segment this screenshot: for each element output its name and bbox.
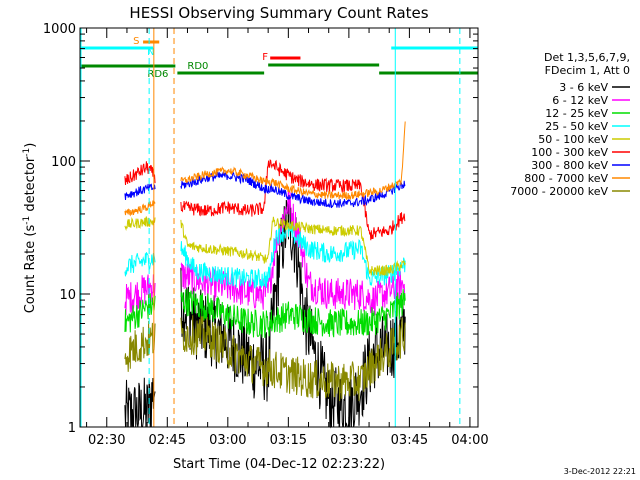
legend-label: 300 - 800 keV: [531, 159, 608, 172]
date-stamp: 3-Dec-2012 22:21: [564, 467, 636, 476]
y-tick-label: 1000: [43, 22, 76, 37]
x-tick-label: 03:15: [270, 433, 307, 448]
legend-label: 100 - 300 keV: [531, 146, 608, 159]
flag-label-rd6: RD6: [147, 69, 168, 80]
legend-label: 7000 - 20000 keV: [510, 185, 608, 198]
x-tick-label: 02:45: [149, 433, 186, 448]
legend-label: 800 - 7000 keV: [524, 172, 608, 185]
flag-label-night: N: [147, 47, 154, 58]
series-line-8: [124, 121, 406, 217]
y-tick-label: 100: [51, 155, 76, 170]
legend-label: 25 - 50 keV: [545, 120, 608, 133]
series-line-3: [124, 289, 406, 338]
chart-title: HESSI Observing Summary Count Rates: [129, 4, 428, 22]
legend-label: 50 - 100 keV: [538, 133, 608, 146]
flag-label-flare: F: [262, 52, 268, 63]
series-line-9: [124, 315, 406, 402]
legend-header: FDecim 1, Att 0: [545, 64, 630, 77]
x-tick-label: 03:30: [330, 433, 367, 448]
x-tick-label: 03:00: [209, 433, 246, 448]
series-line-1: [124, 195, 406, 429]
series-line-5: [124, 216, 406, 277]
legend-label: 3 - 6 keV: [559, 81, 608, 94]
flag-label-saa: S: [133, 36, 139, 47]
legend: Det 1,3,5,6,7,9,FDecim 1, Att 0 3 - 6 keV…: [510, 51, 630, 198]
plot-frame: [79, 27, 479, 428]
series-line-2: [124, 188, 406, 316]
legend-label: 12 - 25 keV: [545, 107, 608, 120]
series-line-7: [124, 171, 406, 209]
x-tick-label: 03:45: [391, 433, 428, 448]
y-axis-label: Count Rate (s-1 detector-1): [22, 143, 38, 314]
x-tick-label: 02:30: [88, 433, 125, 448]
legend-header: Det 1,3,5,6,7,9,: [544, 51, 630, 64]
y-tick-label: 10: [59, 288, 76, 303]
y-tick-label: 1: [68, 421, 76, 436]
flag-label-rd0: RD0: [187, 61, 208, 72]
x-axis-label: Start Time (04-Dec-12 02:23:22): [173, 457, 385, 472]
x-tick-label: 04:00: [451, 433, 488, 448]
series-line-6: [124, 159, 406, 241]
legend-label: 6 - 12 keV: [552, 94, 608, 107]
